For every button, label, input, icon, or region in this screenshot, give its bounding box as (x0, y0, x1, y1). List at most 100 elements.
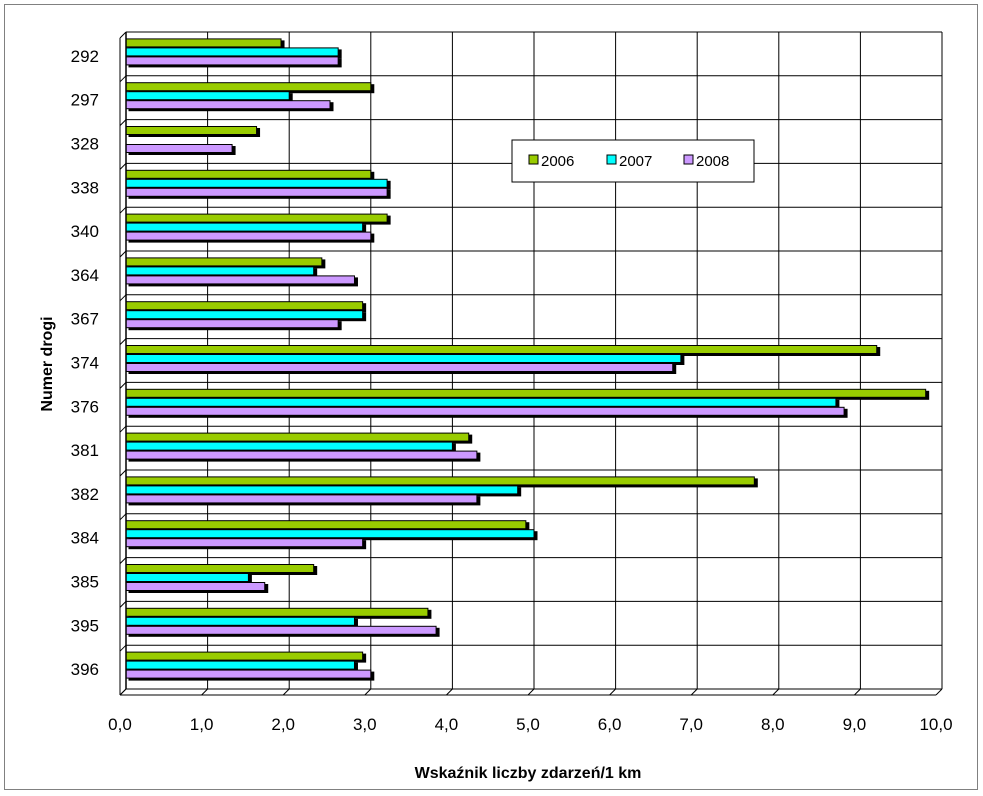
bar-396-2006 (125, 651, 364, 661)
bar-340-2007 (125, 222, 364, 232)
bar-374-2006 (125, 345, 878, 354)
y-tick-label: 340 (71, 222, 99, 241)
grid-depth-line (282, 688, 290, 696)
legend-box (511, 139, 755, 183)
bars (125, 38, 927, 679)
bar-381-2006 (125, 432, 470, 442)
grid-depth-line (119, 688, 127, 696)
bar-384-2006 (125, 520, 527, 530)
bar-374-2008 (125, 363, 674, 372)
bar-381-2007 (125, 441, 453, 451)
y-axis-title: Numer drogi (39, 316, 56, 411)
bar-297-2008 (125, 100, 331, 110)
bar-385-2006 (125, 564, 315, 573)
grid-depth-line (364, 688, 372, 696)
bar-376-2008 (125, 406, 845, 416)
bar-384-2007 (125, 529, 535, 539)
bar-338-2007 (125, 178, 388, 188)
legend-label-2006: 2006 (541, 153, 574, 170)
bar-340-2006 (125, 213, 388, 223)
x-tick-label: 7,0 (679, 715, 703, 734)
bar-381-2008 (125, 450, 478, 460)
bar-382-2006 (125, 476, 755, 486)
bar-376-2007 (125, 397, 837, 407)
x-tick-label: 9,0 (843, 715, 867, 734)
bar-364-2006 (125, 257, 323, 267)
bar-364-2008 (125, 275, 355, 285)
y-tick-labels: 292 297 328 338 340 364 367 374 376 381 382 384 385 3… (71, 47, 99, 679)
grid-depth-line (119, 75, 127, 83)
bar-328-2008 (125, 144, 233, 153)
bar-292-2007 (125, 47, 339, 57)
y-tick-label: 338 (71, 178, 99, 197)
bar-367-2007 (125, 310, 364, 320)
bar-367-2006 (125, 301, 364, 311)
grid-depth-line (772, 688, 780, 696)
x-axis-title: Wskaźnik liczby zdarzeń/1 km (415, 765, 642, 782)
bar-382-2008 (125, 494, 478, 504)
grid-depth-line (609, 688, 616, 696)
bar-376-2006 (125, 388, 927, 398)
y-tick-label: 395 (71, 616, 99, 635)
grid-depth-line (119, 425, 127, 433)
axes (119, 32, 936, 696)
bar-328-2006 (125, 126, 258, 135)
bar-385-2008 (125, 582, 266, 591)
x-tick-label: 4,0 (435, 715, 459, 734)
grid-depth-line (690, 688, 698, 696)
bar-338-2008 (125, 187, 388, 197)
x-tick-label: 10,0 (919, 715, 952, 734)
bar-395-2006 (125, 607, 429, 617)
legend-label-2008: 2008 (696, 153, 729, 170)
y-tick-label: 381 (71, 441, 99, 460)
y-tick-label: 396 (71, 660, 99, 679)
y-tick-label: 367 (71, 310, 99, 329)
y-tick-label: 382 (71, 485, 99, 504)
y-tick-label: 328 (71, 135, 99, 154)
grid-depth-line (119, 469, 127, 477)
grid-depth-line (935, 688, 943, 696)
bar-382-2007 (125, 485, 519, 495)
bar-338-2006 (125, 169, 372, 179)
bar-395-2008 (125, 625, 437, 635)
legend: 2006 2007 2008 (511, 139, 755, 183)
legend-label-2007: 2007 (619, 153, 652, 170)
bar-396-2007 (125, 660, 355, 670)
y-tick-label: 376 (71, 397, 99, 416)
x-tick-label: 5,0 (516, 715, 540, 734)
grid-depth-line (119, 644, 127, 652)
y-tick-label: 297 (71, 91, 99, 110)
bar-374-2007 (125, 354, 682, 363)
grid-depth-line (527, 688, 535, 696)
x-tick-label: 6,0 (598, 715, 622, 734)
bar-384-2008 (125, 538, 364, 548)
bar-292-2008 (125, 56, 339, 66)
y-tick-label: 292 (71, 47, 99, 66)
bar-364-2007 (125, 266, 315, 276)
y-tick-label: 384 (71, 529, 99, 548)
x-tick-label: 3,0 (353, 715, 377, 734)
x-tick-label: 2,0 (271, 715, 295, 734)
grid-depth-line (201, 688, 208, 696)
bar-395-2007 (125, 616, 355, 626)
grid-depth-line (119, 206, 127, 214)
grid-depth-line (119, 382, 127, 389)
grid-depth-line (119, 163, 127, 170)
grid-depth-line (119, 601, 127, 608)
grid-depth-line (119, 338, 127, 345)
x-tick-label: 1,0 (190, 715, 214, 734)
grid-depth-line (119, 250, 127, 258)
legend-swatch-2006 (528, 154, 539, 165)
bar-367-2008 (125, 319, 339, 329)
y-tick-label: 364 (71, 266, 99, 285)
y-tick-label: 374 (71, 354, 99, 373)
grid-depth-line (119, 119, 127, 126)
bar-396-2008 (125, 669, 372, 679)
grid-depth-line (119, 513, 127, 521)
y-tick-label: 385 (71, 573, 99, 592)
x-tick-label: 0,0 (108, 715, 132, 734)
bar-292-2006 (125, 38, 282, 48)
grid-depth-line (119, 557, 127, 564)
grid-depth-line (119, 294, 127, 302)
